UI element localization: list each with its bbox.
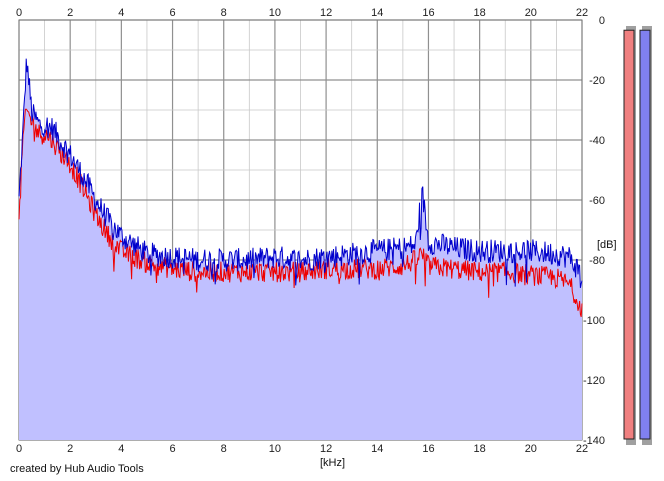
spectrum-area (19, 58, 582, 440)
x-tick-label-bottom: 12 (320, 443, 332, 455)
x-tick-label-top: 2 (67, 7, 73, 19)
y-axis-label: [dB] (597, 239, 617, 251)
x-tick-label-bottom: 2 (67, 443, 73, 455)
y-tick-label: -140 (583, 435, 605, 447)
y-tick-label: -120 (583, 375, 605, 387)
x-tick-label-bottom: 10 (269, 443, 281, 455)
x-tick-label-top: 10 (269, 7, 281, 19)
x-tick-label-top: 6 (169, 7, 175, 19)
spectrum-fill (19, 58, 582, 440)
x-tick-label-top: 0 (16, 7, 22, 19)
x-tick-label-bottom: 0 (16, 443, 22, 455)
x-tick-label-top: 18 (474, 7, 486, 19)
x-tick-label-bottom: 20 (525, 443, 537, 455)
x-tick-label-bottom: 16 (422, 443, 434, 455)
y-tick-label: 0 (599, 15, 605, 27)
x-tick-label-top: 16 (422, 7, 434, 19)
y-tick-label: -60 (589, 195, 605, 207)
x-tick-label-top: 22 (576, 7, 588, 19)
x-tick-label-bottom: 4 (118, 443, 124, 455)
y-tick-label: -20 (589, 75, 605, 87)
level-meter-bar (639, 29, 651, 440)
credit-text: created by Hub Audio Tools (10, 463, 144, 475)
series-layer (18, 58, 583, 318)
series-line-blue (18, 58, 583, 288)
y-axis-ticks: 0 -20 -40 -60 -80 -100 -120 -140 (583, 15, 605, 447)
x-tick-label-bottom: 18 (474, 443, 486, 455)
y-tick-label: -40 (589, 135, 605, 147)
x-tick-label-top: 14 (371, 7, 383, 19)
x-tick-label-top: 20 (525, 7, 537, 19)
x-tick-label-bottom: 6 (169, 443, 175, 455)
x-tick-label-top: 12 (320, 7, 332, 19)
level-meters (623, 26, 652, 445)
y-tick-label: -80 (589, 255, 605, 267)
x-tick-label-bottom: 14 (371, 443, 383, 455)
y-tick-label: -100 (583, 315, 605, 327)
series-line-red (18, 108, 583, 318)
x-tick-label-bottom: 22 (576, 443, 588, 455)
x-axis-label: [kHz] (320, 457, 346, 469)
x-tick-label-bottom: 8 (221, 443, 227, 455)
level-meter-bar (623, 29, 635, 440)
x-tick-label-top: 4 (118, 7, 124, 19)
x-tick-label-top: 8 (221, 7, 227, 19)
